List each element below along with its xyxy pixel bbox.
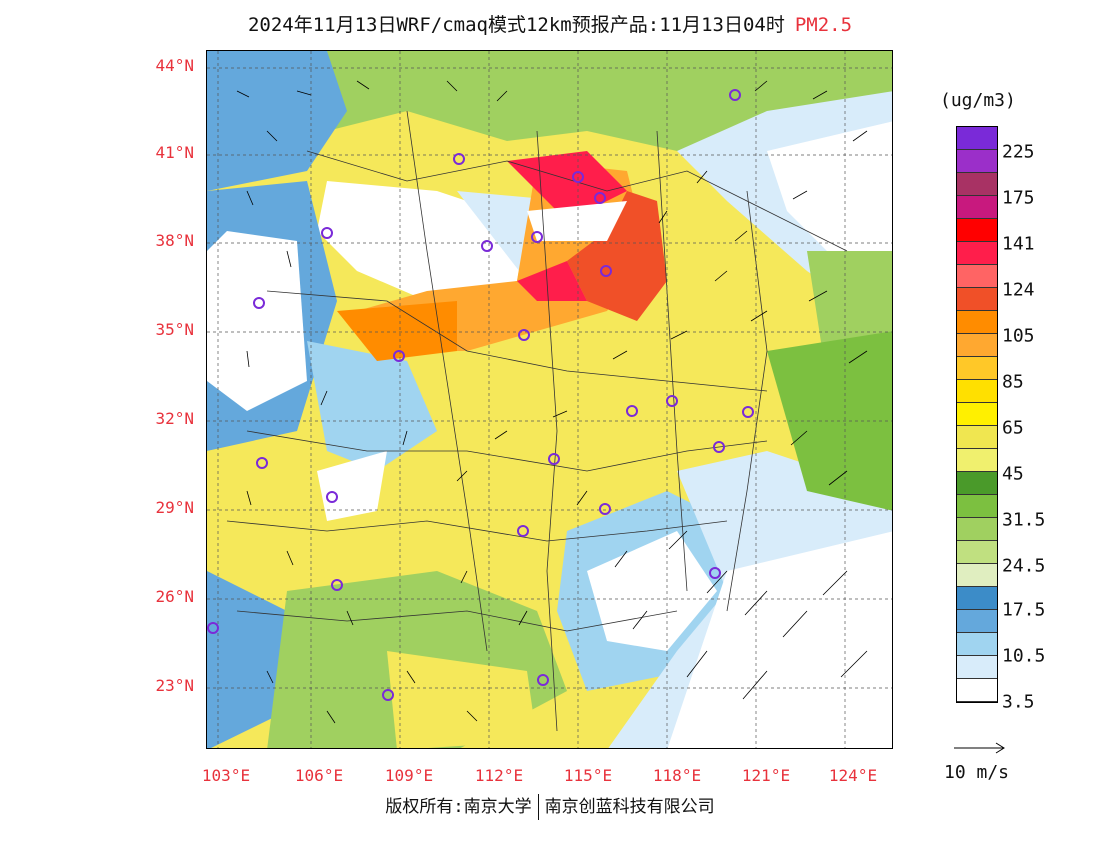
- concentration-field: [207, 51, 892, 748]
- legend-swatch: [957, 265, 997, 288]
- lon-label: 103°E: [201, 766, 251, 785]
- legend-swatch: [957, 127, 997, 150]
- legend-swatch: [957, 564, 997, 587]
- legend-swatch: [957, 679, 997, 702]
- lat-label: 35°N: [155, 320, 194, 339]
- legend-label: 45: [1002, 463, 1024, 485]
- legend-label: 24.5: [1002, 555, 1046, 577]
- copyright-left: 版权所有:南京大学: [385, 797, 532, 817]
- wind-scale-label: 10 m/s: [944, 762, 1010, 783]
- lat-label: 38°N: [155, 231, 194, 250]
- lat-label: 23°N: [155, 676, 194, 695]
- legend-label: 124: [1002, 279, 1035, 301]
- lat-label: 32°N: [155, 409, 194, 428]
- legend-swatch: [957, 426, 997, 449]
- color-legend: [956, 126, 998, 703]
- wind-vectors: [236, 80, 868, 724]
- copyright-divider: [537, 794, 539, 820]
- legend-label: 175: [1002, 187, 1035, 209]
- chart-title: 2024年11月13日WRF/cmaq模式12km预报产品:11月13日04时 P…: [0, 10, 1100, 37]
- legend-swatch: [957, 242, 997, 265]
- lon-label: 124°E: [828, 766, 878, 785]
- wind-scale-arrow-icon: [954, 742, 1005, 754]
- legend-swatch: [957, 288, 997, 311]
- legend-swatch: [957, 173, 997, 196]
- pm25-forecast-map[interactable]: [206, 50, 893, 749]
- legend-swatch: [957, 311, 997, 334]
- legend-swatch: [957, 472, 997, 495]
- legend-label: 31.5: [1002, 509, 1046, 531]
- legend-label: 17.5: [1002, 599, 1046, 621]
- lon-label: 109°E: [384, 766, 434, 785]
- legend-swatch: [957, 449, 997, 472]
- lon-label: 121°E: [741, 766, 791, 785]
- legend-label: 105: [1002, 325, 1035, 347]
- lat-label: 41°N: [155, 143, 194, 162]
- legend-label: 225: [1002, 141, 1035, 163]
- lat-label: 44°N: [155, 56, 194, 75]
- lon-label: 112°E: [474, 766, 524, 785]
- legend-label: 65: [1002, 417, 1024, 439]
- copyright: 版权所有:南京大学 南京创蓝科技有限公司: [0, 792, 1100, 820]
- legend-swatch: [957, 403, 997, 426]
- legend-swatch: [957, 541, 997, 564]
- legend-swatch: [957, 219, 997, 242]
- lon-label: 106°E: [294, 766, 344, 785]
- legend-swatch: [957, 380, 997, 403]
- legend-label: 10.5: [1002, 645, 1046, 667]
- legend-swatch: [957, 518, 997, 541]
- lon-label: 115°E: [563, 766, 613, 785]
- legend-swatch: [957, 610, 997, 633]
- legend-swatch: [957, 656, 997, 679]
- lat-label: 29°N: [155, 498, 194, 517]
- province-borders: [226, 110, 848, 732]
- graticule: [207, 51, 892, 748]
- legend-swatch: [957, 150, 997, 173]
- legend-swatch: [957, 495, 997, 518]
- legend-label: 3.5: [1002, 691, 1035, 713]
- legend-swatch: [957, 357, 997, 380]
- legend-label: 85: [1002, 371, 1024, 393]
- lat-label: 26°N: [155, 587, 194, 606]
- pollutant-label: PM2.5: [794, 14, 853, 36]
- legend-label: 141: [1002, 233, 1035, 255]
- lon-label: 118°E: [652, 766, 702, 785]
- map-canvas: [207, 51, 892, 748]
- city-markers: [207, 89, 754, 701]
- copyright-right: 南京创蓝科技有限公司: [544, 797, 715, 817]
- legend-swatch: [957, 633, 997, 656]
- legend-unit: (ug/m3): [940, 90, 1016, 111]
- title-text: 2024年11月13日WRF/cmaq模式12km预报产品:11月13日04时: [247, 14, 785, 36]
- legend-swatch: [957, 587, 997, 610]
- legend-swatch: [957, 196, 997, 219]
- legend-swatch: [957, 334, 997, 357]
